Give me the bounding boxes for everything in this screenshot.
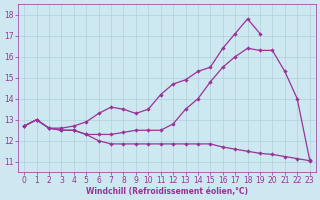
- X-axis label: Windchill (Refroidissement éolien,°C): Windchill (Refroidissement éolien,°C): [86, 187, 248, 196]
